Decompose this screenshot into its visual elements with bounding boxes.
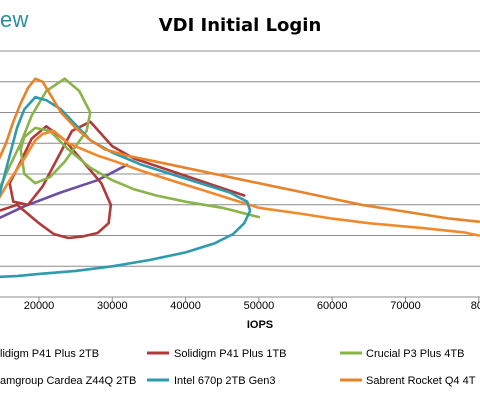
legend-entry: Solidigm P41 Plus 1TB (174, 348, 287, 360)
legend-entry: amgroup Cardea Z44Q 2TB (0, 375, 136, 387)
legend-entry: Sabrent Rocket Q4 4T (366, 375, 476, 387)
x-tick-label: 70000 (390, 300, 421, 312)
legend-entry: lidigm P41 Plus 2TB (0, 348, 99, 360)
series-line-1 (0, 163, 129, 220)
series-lines (0, 77, 480, 279)
x-tick-label: 40000 (170, 300, 201, 312)
axes (0, 296, 480, 302)
series-line-6 (0, 77, 480, 223)
legend-entry: Crucial P3 Plus 4TB (366, 348, 464, 360)
legend: lidigm P41 Plus 2TB Solidigm P41 Plus 1TB… (0, 348, 476, 387)
x-axis-title: IOPS (247, 319, 273, 331)
brand-logo-text: ew (0, 7, 29, 32)
x-tick-labels: 20000 30000 40000 50000 60000 70000 800 (24, 300, 480, 312)
x-tick-label: 800 (471, 300, 480, 312)
series-line-5 (0, 95, 252, 279)
x-tick-label: 20000 (24, 300, 55, 312)
x-tick-label: 50000 (244, 300, 275, 312)
x-tick-label: 60000 (317, 300, 348, 312)
series-line-4 (0, 129, 480, 237)
series-line-2 (0, 120, 246, 240)
chart-title: VDI Initial Login (159, 15, 322, 36)
x-tick-label: 30000 (97, 300, 128, 312)
series-line-3 (0, 77, 261, 219)
legend-entry: Intel 670p 2TB Gen3 (174, 375, 276, 387)
